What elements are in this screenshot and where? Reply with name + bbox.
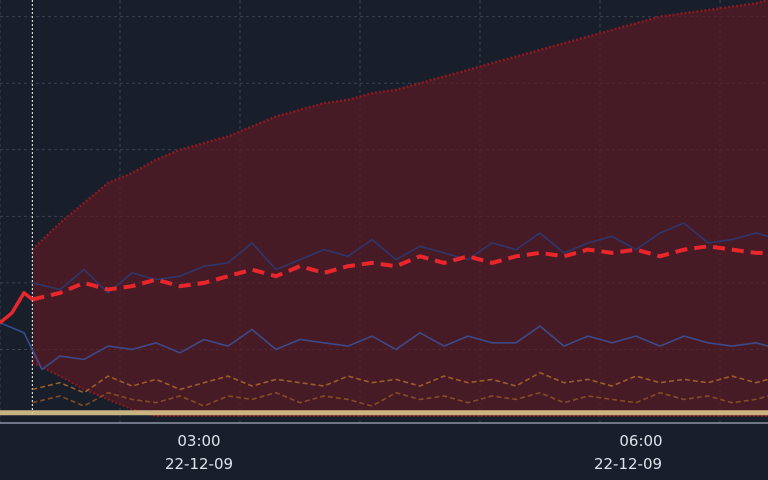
main-series-layer	[0, 244, 768, 325]
forecast-band	[32, 0, 768, 416]
series-line-0	[0, 322, 768, 371]
series-line-2	[32, 371, 768, 394]
series-line-1	[32, 222, 768, 294]
series-layer	[0, 222, 768, 416]
x-tick-date-1: 22-12-09	[594, 455, 662, 473]
forecast-band-layer	[31, 0, 768, 417]
forecast-band-upper-edge	[31, 0, 768, 251]
x-axis: 03:00 22-12-09 06:00 22-12-09	[0, 422, 768, 473]
x-tick-date-0: 22-12-09	[165, 455, 233, 473]
history-line	[0, 291, 34, 325]
forecast-band-lower-edge	[31, 361, 768, 417]
forecast-line	[31, 244, 768, 302]
x-tick-time-1: 06:00	[619, 432, 662, 450]
x-tick-time-0: 03:00	[177, 432, 220, 450]
